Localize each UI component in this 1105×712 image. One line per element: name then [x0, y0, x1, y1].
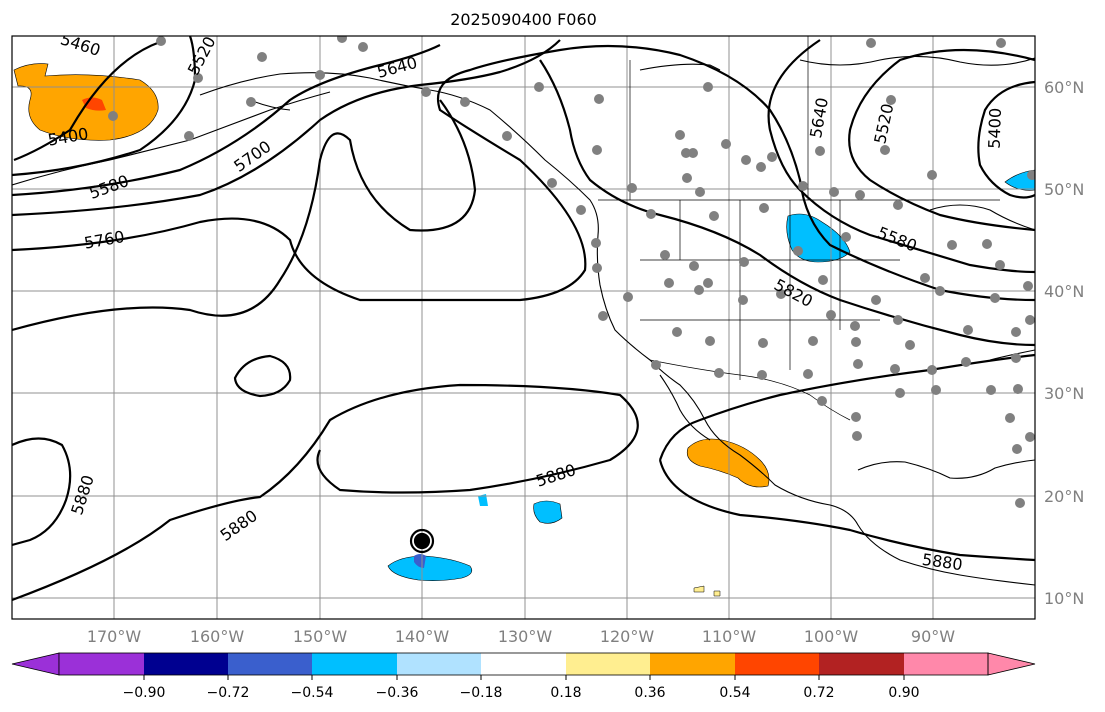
- latitude-label: 60°N: [1044, 78, 1084, 97]
- colorbar-bin: [650, 653, 735, 675]
- height-contours: [12, 36, 1035, 602]
- latitude-labels: 60°N 50°N 40°N 30°N 20°N 10°N: [1044, 78, 1084, 608]
- longitude-label: 130°W: [498, 627, 553, 646]
- colorbar-bin: [228, 653, 313, 675]
- colorbar-bin: [481, 653, 566, 675]
- colorbar-bin: [735, 653, 820, 675]
- colorbar-bin: [144, 653, 229, 675]
- small-anomaly-gulf-1: [693, 585, 705, 593]
- longitude-label: 90°W: [911, 627, 955, 646]
- colorbar-tick-label: −0.54: [291, 685, 334, 701]
- longitude-label: 140°W: [395, 627, 450, 646]
- colorbar-tick-label: −0.90: [123, 685, 166, 701]
- map-frame: [11, 35, 1036, 620]
- colorbar-tick-label: 0.90: [888, 685, 919, 701]
- map-title: 2025090400 F060: [450, 10, 597, 29]
- colorbar-tick-label: 0.54: [719, 685, 750, 701]
- longitude-label: 150°W: [293, 627, 348, 646]
- colorbar-high-extension: [987, 652, 1036, 676]
- colorbar-bin: [904, 653, 989, 675]
- contour-label: 5400: [985, 108, 1005, 149]
- colorbar-tick-label: −0.36: [376, 685, 419, 701]
- strong-negative-anomaly: [414, 554, 426, 568]
- colorbar-bin: [59, 653, 144, 675]
- station-markers: [108, 36, 1035, 508]
- longitude-label: 120°W: [600, 627, 655, 646]
- graticule: [12, 36, 1035, 619]
- colorbar-bin: [819, 653, 904, 675]
- anomaly-shading: [13, 63, 1035, 597]
- colorbar-bin: [566, 653, 651, 675]
- colorbar-outline: [58, 652, 989, 676]
- colorbar-tick-label: 0.18: [550, 685, 581, 701]
- colorbar: −0.90 −0.72 −0.54 −0.36 −0.18 0.18 0.36 …: [11, 652, 1036, 701]
- colorbar-low-extension: [11, 652, 60, 676]
- colorbar-tick-label: −0.72: [207, 685, 250, 701]
- map-plot-area: 5460 5520 5400 5580 5700 5640 5760 5880 …: [12, 36, 1035, 619]
- longitude-label: 110°W: [702, 627, 757, 646]
- small-anomaly-pacific-1: [478, 494, 488, 506]
- negative-anomaly-hawaii-east: [533, 500, 563, 524]
- latitude-label: 50°N: [1044, 180, 1084, 199]
- latitude-label: 20°N: [1044, 487, 1084, 506]
- colorbar-tick-label: 0.72: [803, 685, 834, 701]
- longitude-label: 170°W: [87, 627, 142, 646]
- longitude-labels: 170°W 160°W 150°W 140°W 130°W 120°W 110°…: [87, 627, 955, 646]
- latitude-label: 30°N: [1044, 384, 1084, 403]
- longitude-label: 160°W: [190, 627, 245, 646]
- latitude-label: 10°N: [1044, 589, 1084, 608]
- political-borders: [598, 36, 1000, 421]
- small-anomaly-gulf-2: [713, 590, 721, 597]
- longitude-label: 100°W: [804, 627, 859, 646]
- colorbar-bin: [312, 653, 397, 675]
- latitude-label: 40°N: [1044, 282, 1084, 301]
- colorbar-tick-label: 0.36: [634, 685, 665, 701]
- colorbar-bin: [397, 653, 482, 675]
- positive-anomaly-baja: [686, 438, 770, 488]
- colorbar-tick-label: −0.18: [460, 685, 503, 701]
